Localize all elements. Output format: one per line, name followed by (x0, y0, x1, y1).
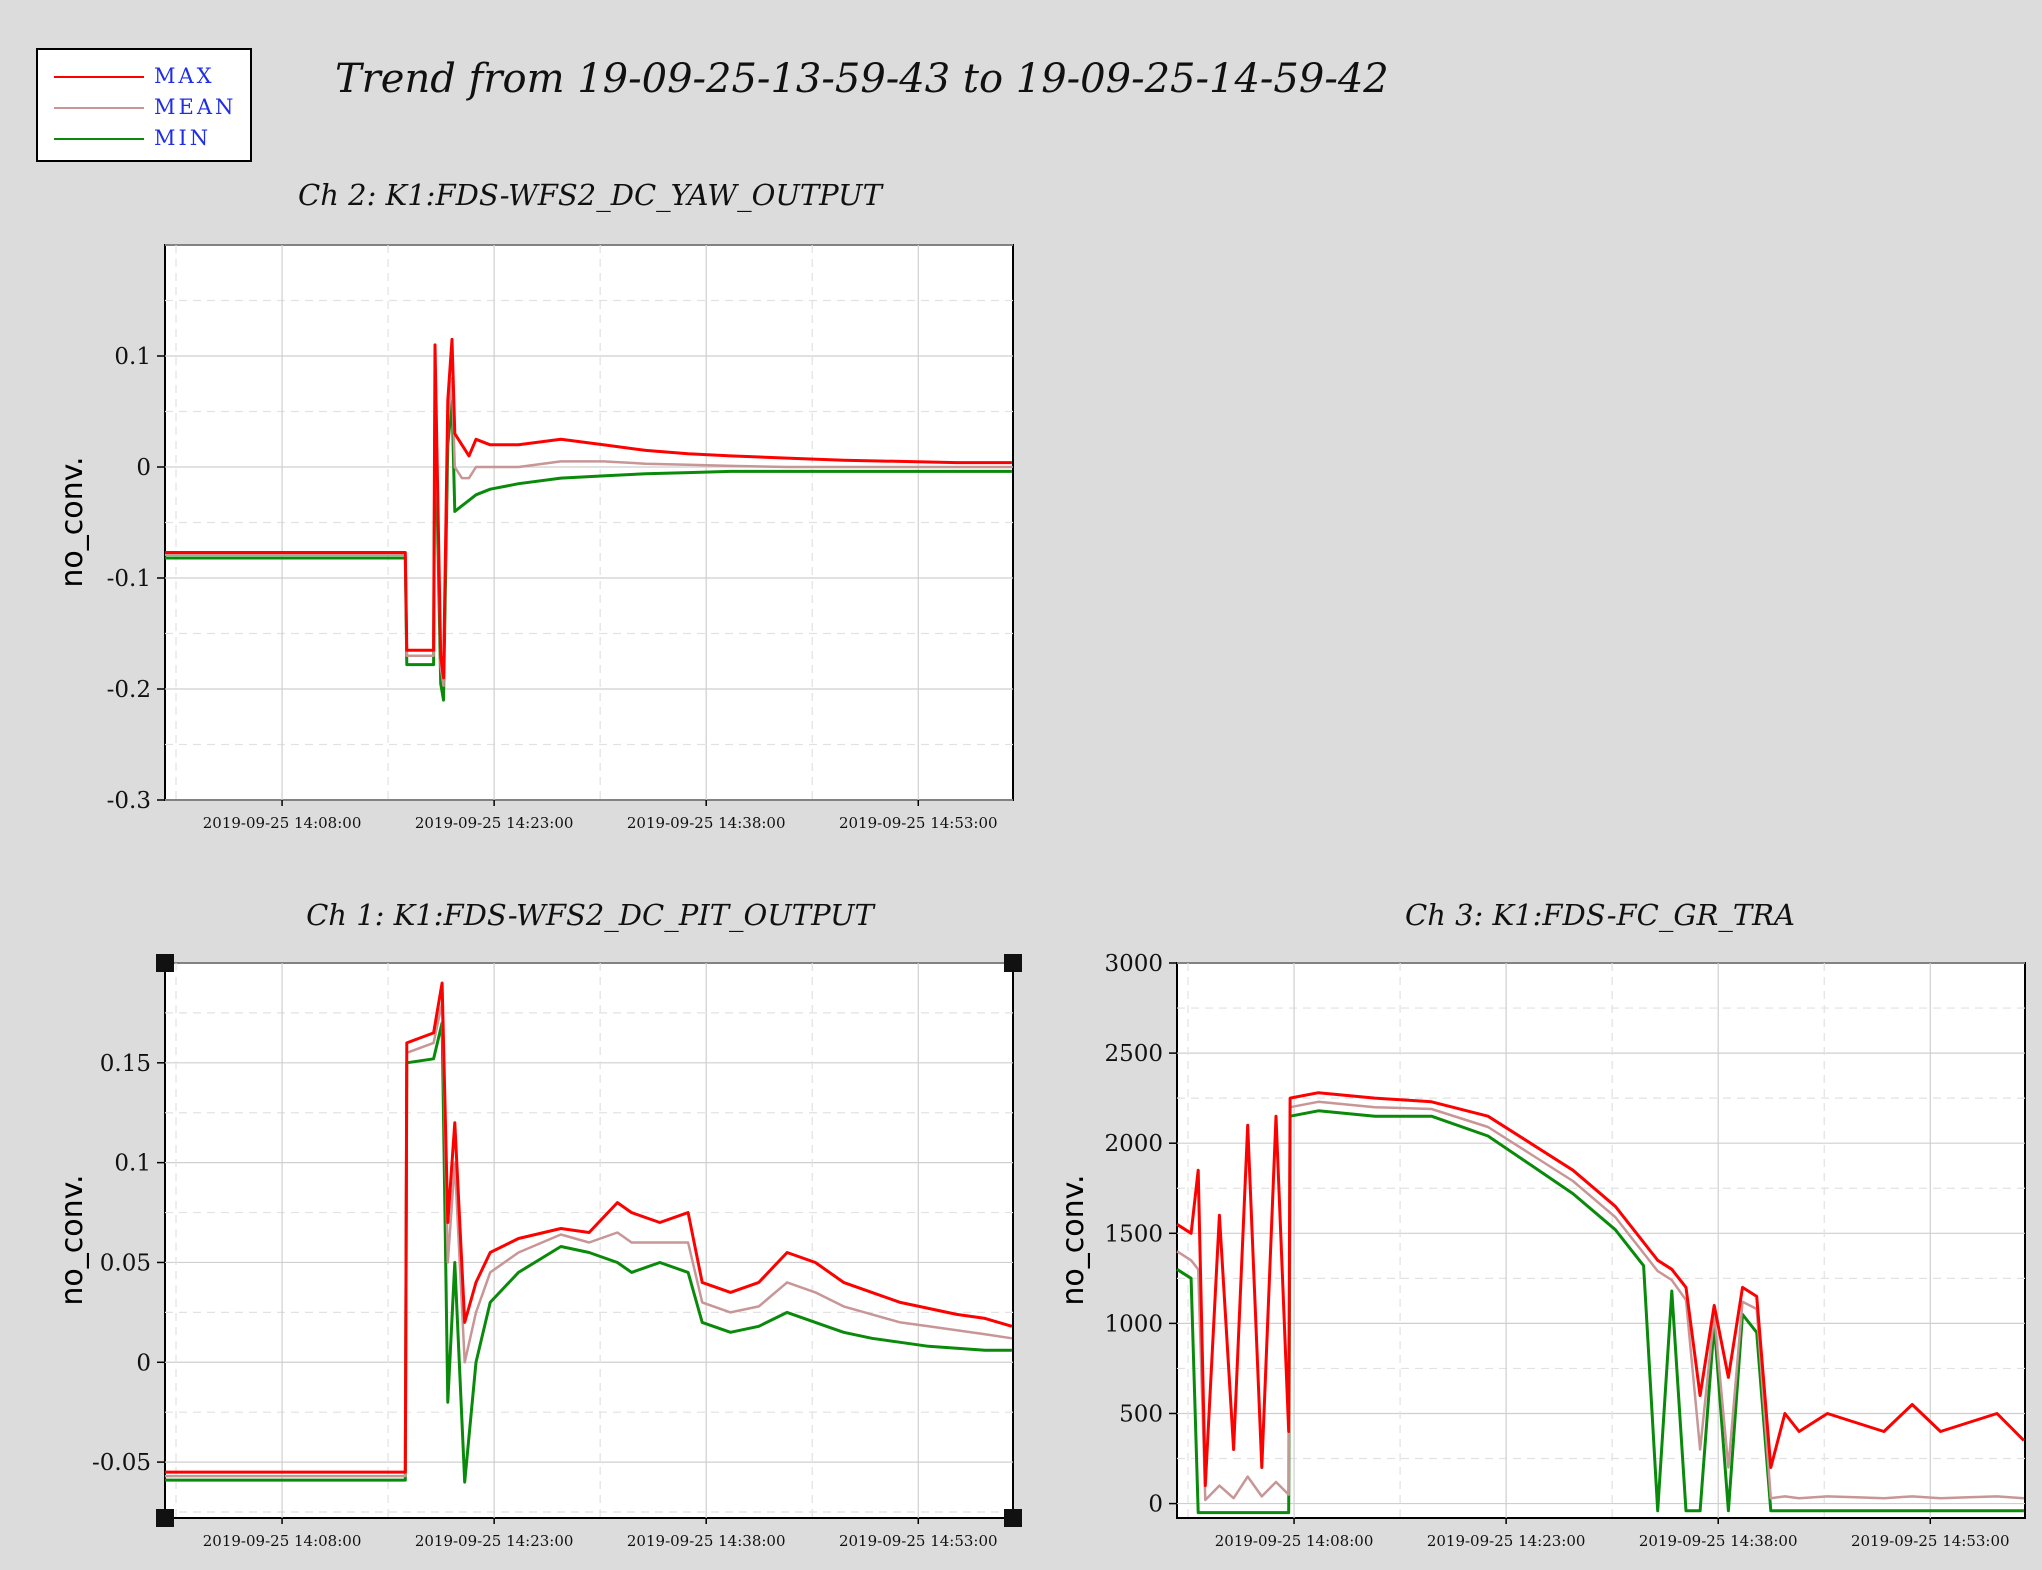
y-tick-label: -0.3 (107, 788, 151, 814)
y-axis-label: no_conv. (55, 1174, 90, 1305)
selection-handle[interactable] (156, 954, 174, 972)
y-tick-label: 3000 (1104, 951, 1163, 977)
chart-1[interactable]: -0.3 -0.2 -0.1 0 0.1 2019-09-25 14:08:00 2019-… (55, 178, 1014, 832)
x-tick-label: 2019-09-25 14:38:00 (627, 1532, 786, 1550)
selection-handle[interactable] (1004, 1509, 1022, 1527)
legend-swatch-mean (54, 107, 144, 109)
y-tick-label: 0.05 (100, 1250, 151, 1276)
legend-item-max: MAX (38, 62, 250, 92)
y-axis-label: no_conv. (55, 456, 90, 587)
series-line-max (1176, 1091, 2025, 1488)
chart-title: Ch 2: K1:FDS-WFS2_DC_YAW_OUTPUT (298, 178, 885, 213)
series-line-mean (1176, 1100, 2024, 1502)
x-tick-label: 2019-09-25 14:53:00 (839, 814, 998, 832)
legend-item-mean: MEAN (38, 93, 250, 123)
legend-swatch-min (54, 138, 144, 140)
y-tick-label: 2000 (1104, 1131, 1163, 1157)
chart-title: Ch 3: K1:FDS-FC_GR_TRA (1405, 898, 1795, 933)
legend-item-min: MIN (38, 124, 250, 154)
plot-area (164, 962, 1014, 1519)
x-tick-label: 2019-09-25 14:23:00 (415, 1532, 574, 1550)
y-tick-label: 1500 (1104, 1221, 1163, 1247)
legend-swatch-max (54, 76, 144, 78)
series-line-max (165, 981, 1013, 1474)
x-tick-label: 2019-09-25 14:38:00 (627, 814, 786, 832)
y-axis-label: no_conv. (1056, 1174, 1091, 1305)
y-tick-label: 0 (136, 455, 151, 481)
chart-2[interactable]: -0.05 0 0.05 0.1 0.15 2019-09-25 14:08:00 2019… (55, 898, 1022, 1550)
y-tick-label: -0.2 (107, 677, 151, 703)
series-line-min (1176, 1109, 2024, 1515)
legend: MAX MEAN MIN (36, 48, 252, 162)
x-tick-label: 2019-09-25 14:08:00 (1215, 1532, 1374, 1550)
x-tick-label: 2019-09-25 14:08:00 (203, 814, 362, 832)
x-tick-label: 2019-09-25 14:23:00 (1427, 1532, 1586, 1550)
selection-handle[interactable] (156, 1509, 174, 1527)
y-tick-label: 500 (1119, 1401, 1163, 1427)
y-tick-label: 2500 (1104, 1041, 1163, 1067)
y-tick-label: 0.1 (114, 1151, 151, 1177)
x-tick-label: 2019-09-25 14:08:00 (203, 1532, 362, 1550)
chart-title: Ch 1: K1:FDS-WFS2_DC_PIT_OUTPUT (306, 898, 876, 933)
series-line-min (165, 1021, 1012, 1484)
legend-label-mean: MEAN (154, 95, 237, 119)
selection-handle[interactable] (1004, 954, 1022, 972)
y-tick-label: -0.05 (92, 1450, 151, 1476)
legend-label-max: MAX (154, 64, 215, 88)
y-tick-label: 0 (1148, 1492, 1163, 1518)
page-title: Trend from 19-09-25-13-59-43 to 19-09-25… (335, 56, 1389, 102)
y-tick-label: -0.1 (107, 566, 151, 592)
chart-3[interactable]: 0 500 1000 1500 2000 2500 3000 2019-09-25 14:08… (1056, 898, 2026, 1550)
x-tick-label: 2019-09-25 14:53:00 (1851, 1532, 2010, 1550)
plot-area (1176, 962, 2026, 1519)
y-tick-label: 0.1 (114, 344, 151, 370)
x-tick-label: 2019-09-25 14:53:00 (839, 1532, 998, 1550)
y-tick-label: 0 (136, 1350, 151, 1376)
y-tick-label: 0.15 (100, 1051, 151, 1077)
x-tick-label: 2019-09-25 14:23:00 (415, 814, 574, 832)
y-tick-label: 1000 (1104, 1311, 1163, 1337)
legend-label-min: MIN (154, 126, 212, 150)
x-tick-label: 2019-09-25 14:38:00 (1639, 1532, 1798, 1550)
series-line-max (165, 337, 1012, 680)
